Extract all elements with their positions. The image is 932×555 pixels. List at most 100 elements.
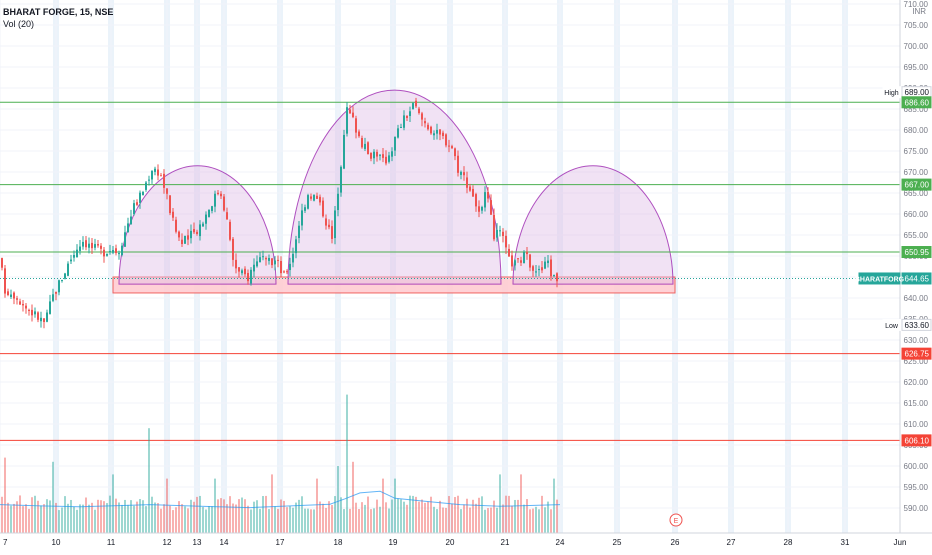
time-tick: 7 — [3, 538, 8, 547]
time-tick: 21 — [501, 538, 510, 547]
volume-bar — [325, 507, 327, 533]
candle-body — [400, 127, 402, 129]
candle-body — [409, 111, 411, 117]
candle-body — [316, 195, 318, 199]
candle-body — [106, 254, 108, 256]
volume-ma — [0, 490, 561, 509]
volume-bar — [436, 509, 438, 533]
candle-body — [205, 214, 207, 224]
volume-bar — [502, 504, 504, 533]
symbol-title[interactable]: BHARAT FORGE, 15, NSE — [3, 7, 114, 17]
volume-bar — [385, 502, 387, 533]
volume-bar — [217, 499, 219, 533]
candle-body — [532, 266, 534, 271]
candle-body — [19, 301, 21, 305]
candle-body — [541, 267, 543, 271]
volume-bar — [355, 502, 357, 533]
price-tick: 695.00 — [904, 63, 929, 72]
price-label-box — [901, 96, 932, 109]
volume-bar — [451, 503, 453, 533]
volume-bar — [34, 495, 36, 533]
volume-bar — [391, 499, 393, 533]
volume-bar — [373, 508, 375, 533]
time-tick: 18 — [334, 538, 343, 547]
volume-bar — [331, 505, 333, 533]
volume-bar — [493, 500, 495, 533]
price-axis: INR590.00595.00600.00605.00610.00615.006… — [899, 0, 929, 533]
price-label-box — [901, 272, 932, 285]
price-tick: 665.00 — [904, 189, 929, 198]
candle-body — [241, 270, 243, 274]
time-tick: 11 — [107, 538, 116, 547]
volume-bar — [70, 499, 72, 533]
volume-bar — [127, 504, 129, 533]
candle-body — [103, 249, 105, 257]
volume-bar — [397, 498, 399, 533]
volume-bar — [115, 498, 117, 533]
candle-body — [199, 224, 201, 237]
candle-body — [370, 152, 372, 159]
candle-body — [223, 196, 225, 211]
volume-bar — [202, 507, 204, 533]
volume-bar — [343, 509, 345, 533]
volume-bar — [490, 507, 492, 533]
volume-bar — [313, 509, 315, 533]
volume-bar — [208, 505, 210, 533]
candle-body — [100, 245, 102, 249]
candle-body — [145, 182, 147, 190]
candle-body — [13, 292, 15, 299]
price-labels: 689.00 High 686.60 667.00 650.95 644.65BHARAT… — [855, 86, 932, 447]
candle-body — [112, 250, 114, 253]
candle-body — [508, 248, 510, 257]
time-tick: 12 — [163, 538, 172, 547]
volume-bar — [163, 504, 165, 533]
candle-body — [493, 214, 495, 240]
volume-bar — [481, 496, 483, 533]
candle-body — [436, 129, 438, 134]
candle-body — [289, 263, 291, 271]
candle-body — [391, 151, 393, 157]
volume-bar — [412, 495, 414, 533]
volume-bar — [196, 496, 198, 533]
candle-body — [496, 229, 498, 238]
price-label-box — [901, 318, 932, 331]
volume-bar — [529, 509, 531, 533]
time-tick: 20 — [446, 538, 455, 547]
volume-bar — [250, 509, 252, 533]
volume-bar — [496, 507, 498, 533]
volume-bar — [118, 502, 120, 533]
candle-body — [472, 188, 474, 197]
volume-indicator-label[interactable]: Vol (20) — [3, 19, 35, 29]
currency-label: INR — [912, 7, 926, 16]
price-label-value: 626.75 — [905, 350, 930, 359]
candle-body — [487, 191, 489, 199]
candle-body — [37, 312, 39, 320]
time-tick: 19 — [389, 538, 398, 547]
candle-body — [253, 264, 255, 272]
candle-body — [397, 128, 399, 138]
volume-bar — [352, 461, 354, 533]
volume-bar — [31, 497, 33, 533]
volume-bar — [205, 509, 207, 533]
volume-bar — [88, 504, 90, 533]
volume-bar — [85, 497, 87, 533]
candle-body — [220, 193, 222, 197]
candle-body — [313, 194, 315, 201]
candle-body — [499, 230, 501, 232]
volume-bar — [232, 503, 234, 533]
volume-bar — [73, 506, 75, 533]
volume-bar — [505, 495, 507, 533]
candle-body — [349, 109, 351, 114]
candle-body — [478, 206, 480, 212]
volume-bar — [469, 507, 471, 533]
candle-body — [412, 103, 414, 110]
candle-body — [439, 129, 441, 135]
candle-body — [16, 298, 18, 300]
candle-body — [250, 269, 252, 284]
candle-body — [28, 309, 30, 311]
candle-body — [466, 177, 468, 188]
volume-bar — [106, 503, 108, 533]
candle-body — [169, 195, 171, 214]
